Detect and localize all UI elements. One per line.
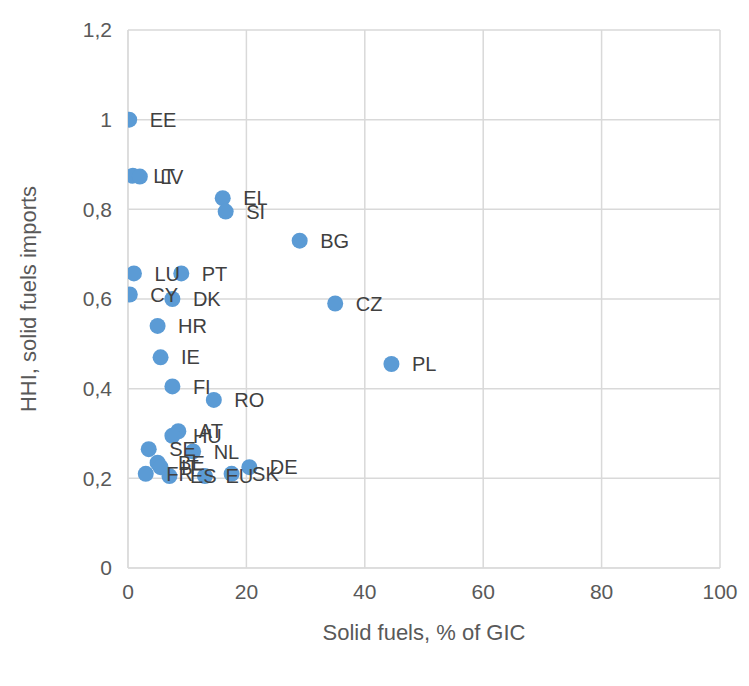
svg-text:HR: HR — [178, 315, 207, 337]
svg-text:40: 40 — [353, 580, 376, 603]
svg-text:HHI, solid fuels imports: HHI, solid fuels imports — [16, 186, 41, 412]
svg-text:PT: PT — [202, 263, 228, 285]
svg-text:LU: LU — [154, 263, 180, 285]
svg-text:EL: EL — [243, 187, 268, 210]
svg-text:EU: EU — [225, 465, 253, 487]
svg-text:0,2: 0,2 — [83, 467, 112, 490]
svg-text:SI: SI — [246, 201, 265, 223]
svg-text:0,6: 0,6 — [83, 287, 112, 310]
svg-text:CZ: CZ — [356, 293, 383, 315]
svg-text:NL: NL — [214, 441, 240, 463]
svg-text:DE: DE — [270, 456, 298, 478]
svg-text:60: 60 — [472, 580, 495, 603]
svg-text:0: 0 — [100, 556, 112, 579]
svg-text:PL: PL — [412, 353, 436, 375]
svg-text:RO: RO — [234, 389, 264, 411]
svg-text:0,4: 0,4 — [83, 377, 113, 400]
svg-text:ES: ES — [190, 465, 217, 487]
svg-text:80: 80 — [590, 580, 613, 603]
svg-text:IE: IE — [181, 346, 200, 368]
svg-text:HU: HU — [192, 424, 222, 447]
svg-text:DK: DK — [193, 288, 221, 310]
svg-text:FI: FI — [193, 376, 211, 398]
svg-text:EE: EE — [150, 109, 177, 131]
svg-text:SK: SK — [252, 463, 279, 485]
svg-text:100: 100 — [702, 580, 737, 603]
svg-text:1: 1 — [100, 108, 112, 131]
svg-text:1,2: 1,2 — [83, 18, 112, 41]
svg-text:Solid fuels, % of GIC: Solid fuels, % of GIC — [323, 620, 526, 645]
svg-text:SE: SE — [169, 438, 196, 461]
svg-text:BG: BG — [320, 230, 349, 252]
svg-text:20: 20 — [235, 580, 258, 603]
svg-text:CY: CY — [150, 284, 178, 306]
svg-text:0: 0 — [122, 580, 134, 603]
svg-text:0,8: 0,8 — [83, 198, 112, 221]
svg-text:LV: LV — [160, 166, 184, 188]
svg-text:FR: FR — [166, 463, 193, 485]
